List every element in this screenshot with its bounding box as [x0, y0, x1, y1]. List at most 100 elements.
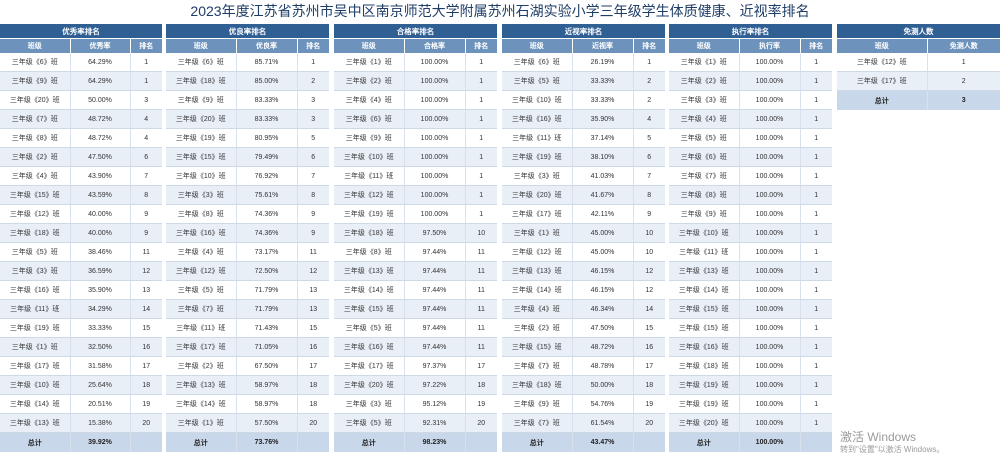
table-row: 三年级《3》班 36.59% 12 — [0, 262, 162, 281]
rate-cell: 100.00% — [739, 186, 800, 205]
rank-cell: 2 — [633, 91, 665, 110]
table-row: 三年级《12》班 72.50% 12 — [166, 262, 329, 281]
table-row: 三年级《14》班 46.15% 12 — [502, 281, 665, 300]
class-cell: 三年级《10》班 — [669, 224, 739, 243]
table-row: 三年级《15》班 100.00% 1 — [669, 319, 832, 338]
table-row: 三年级《14》班 100.00% 1 — [669, 281, 832, 300]
rate-cell: 67.50% — [236, 357, 297, 376]
column-header-class: 班级 — [502, 39, 572, 54]
total-rank — [800, 433, 832, 453]
class-cell: 三年级《20》班 — [502, 186, 572, 205]
table-row: 三年级《18》班 50.00% 18 — [502, 376, 665, 395]
class-cell: 三年级《8》班 — [669, 186, 739, 205]
rank-cell: 20 — [297, 414, 329, 433]
class-cell: 三年级《17》班 — [334, 357, 404, 376]
total-value: 100.00% — [739, 433, 800, 453]
rank-cell: 1 — [800, 338, 832, 357]
table-caption: 近视率排名 — [502, 24, 665, 39]
rate-cell: 97.44% — [404, 262, 465, 281]
class-cell: 三年级《19》班 — [334, 205, 404, 224]
class-cell: 三年级《20》班 — [0, 91, 70, 110]
rate-cell: 34.29% — [70, 300, 130, 319]
rank-cell: 4 — [633, 110, 665, 129]
table-row: 三年级《8》班 48.72% 4 — [0, 129, 162, 148]
table-row: 三年级《3》班 75.61% 8 — [166, 186, 329, 205]
class-cell: 三年级《14》班 — [502, 281, 572, 300]
column-header-value: 执行率 — [739, 39, 800, 54]
class-cell: 三年级《4》班 — [669, 110, 739, 129]
rate-cell: 35.90% — [572, 110, 633, 129]
rank-cell: 11 — [465, 262, 497, 281]
total-value: 39.92% — [70, 433, 130, 453]
class-cell: 三年级《18》班 — [669, 357, 739, 376]
rank-cell: 19 — [130, 395, 162, 414]
column-header-class: 班级 — [837, 39, 927, 54]
rank-cell: 9 — [297, 224, 329, 243]
rank-cell: 4 — [130, 110, 162, 129]
rank-cell: 18 — [297, 395, 329, 414]
table-row: 三年级《13》班 97.44% 11 — [334, 262, 497, 281]
class-cell: 三年级《16》班 — [334, 338, 404, 357]
rank-cell: 9 — [130, 205, 162, 224]
ranking-panels: 优秀率排名 班级 优秀率 排名 三年级《6》班 64.29% 1 三年级《9》班 64.… — [0, 24, 1000, 462]
rate-cell: 100.00% — [739, 357, 800, 376]
table-row: 三年级《20》班 50.00% 3 — [0, 91, 162, 110]
rank-cell: 1 — [465, 91, 497, 110]
rate-cell: 100.00% — [739, 148, 800, 167]
pass-rate-table: 合格率排名 班级 合格率 排名 三年级《1》班 100.00% 1 三年级《2》班 10… — [334, 24, 497, 452]
table-row: 三年级《9》班 100.00% 1 — [669, 205, 832, 224]
table-row: 三年级《7》班 61.54% 20 — [502, 414, 665, 433]
table-row: 三年级《8》班 74.36% 9 — [166, 205, 329, 224]
column-header-class: 班级 — [669, 39, 739, 54]
class-cell: 三年级《19》班 — [669, 376, 739, 395]
rate-cell: 15.38% — [70, 414, 130, 433]
total-row: 总计 73.76% — [166, 433, 329, 453]
rate-cell: 47.50% — [70, 148, 130, 167]
table-row: 三年级《14》班 20.51% 19 — [0, 395, 162, 414]
class-cell: 三年级《12》班 — [502, 243, 572, 262]
rank-cell: 1 — [800, 262, 832, 281]
table-row: 三年级《16》班 74.36% 9 — [166, 224, 329, 243]
rate-cell: 100.00% — [404, 53, 465, 72]
rank-cell: 3 — [130, 91, 162, 110]
class-cell: 三年级《13》班 — [166, 376, 236, 395]
rank-cell: 18 — [130, 376, 162, 395]
rank-cell: 11 — [465, 338, 497, 357]
column-header-rank: 排名 — [130, 39, 162, 54]
class-cell: 三年级《10》班 — [0, 376, 70, 395]
class-cell: 三年级《2》班 — [0, 148, 70, 167]
class-cell: 三年级《19》班 — [166, 129, 236, 148]
table-row: 三年级《18》班 40.00% 9 — [0, 224, 162, 243]
rank-cell: 1 — [800, 205, 832, 224]
class-cell: 三年级《11》班 — [166, 319, 236, 338]
rank-cell: 19 — [633, 395, 665, 414]
table-row: 三年级《15》班 100.00% 1 — [669, 300, 832, 319]
table-caption: 合格率排名 — [334, 24, 497, 39]
table-row: 三年级《12》班 1 — [837, 53, 1000, 72]
rank-cell: 14 — [633, 300, 665, 319]
rate-cell: 31.58% — [70, 357, 130, 376]
table-row: 三年级《10》班 76.92% 7 — [166, 167, 329, 186]
table-row: 三年级《2》班 100.00% 1 — [669, 72, 832, 91]
column-header-rank: 排名 — [297, 39, 329, 54]
rate-cell: 85.00% — [236, 72, 297, 91]
table-row: 三年级《16》班 97.44% 11 — [334, 338, 497, 357]
rate-cell: 26.19% — [572, 53, 633, 72]
table-row: 三年级《7》班 100.00% 1 — [669, 167, 832, 186]
rank-cell: 6 — [633, 148, 665, 167]
table-row: 三年级《6》班 64.29% 1 — [0, 53, 162, 72]
class-cell: 三年级《12》班 — [0, 205, 70, 224]
total-label: 总计 — [502, 433, 572, 453]
table-row: 三年级《13》班 100.00% 1 — [669, 262, 832, 281]
class-cell: 三年级《14》班 — [669, 281, 739, 300]
class-cell: 三年级《13》班 — [502, 262, 572, 281]
rank-cell: 1 — [633, 53, 665, 72]
table-row: 三年级《20》班 83.33% 3 — [166, 110, 329, 129]
table-row: 三年级《11》班 100.00% 1 — [334, 167, 497, 186]
rate-cell: 58.97% — [236, 376, 297, 395]
class-cell: 三年级《6》班 — [669, 148, 739, 167]
table-row: 三年级《18》班 97.50% 10 — [334, 224, 497, 243]
rank-cell: 1 — [800, 300, 832, 319]
column-header-rank: 排名 — [800, 39, 832, 54]
watermark-subtitle: 转到"设置"以激活 Windows。 — [840, 444, 944, 455]
